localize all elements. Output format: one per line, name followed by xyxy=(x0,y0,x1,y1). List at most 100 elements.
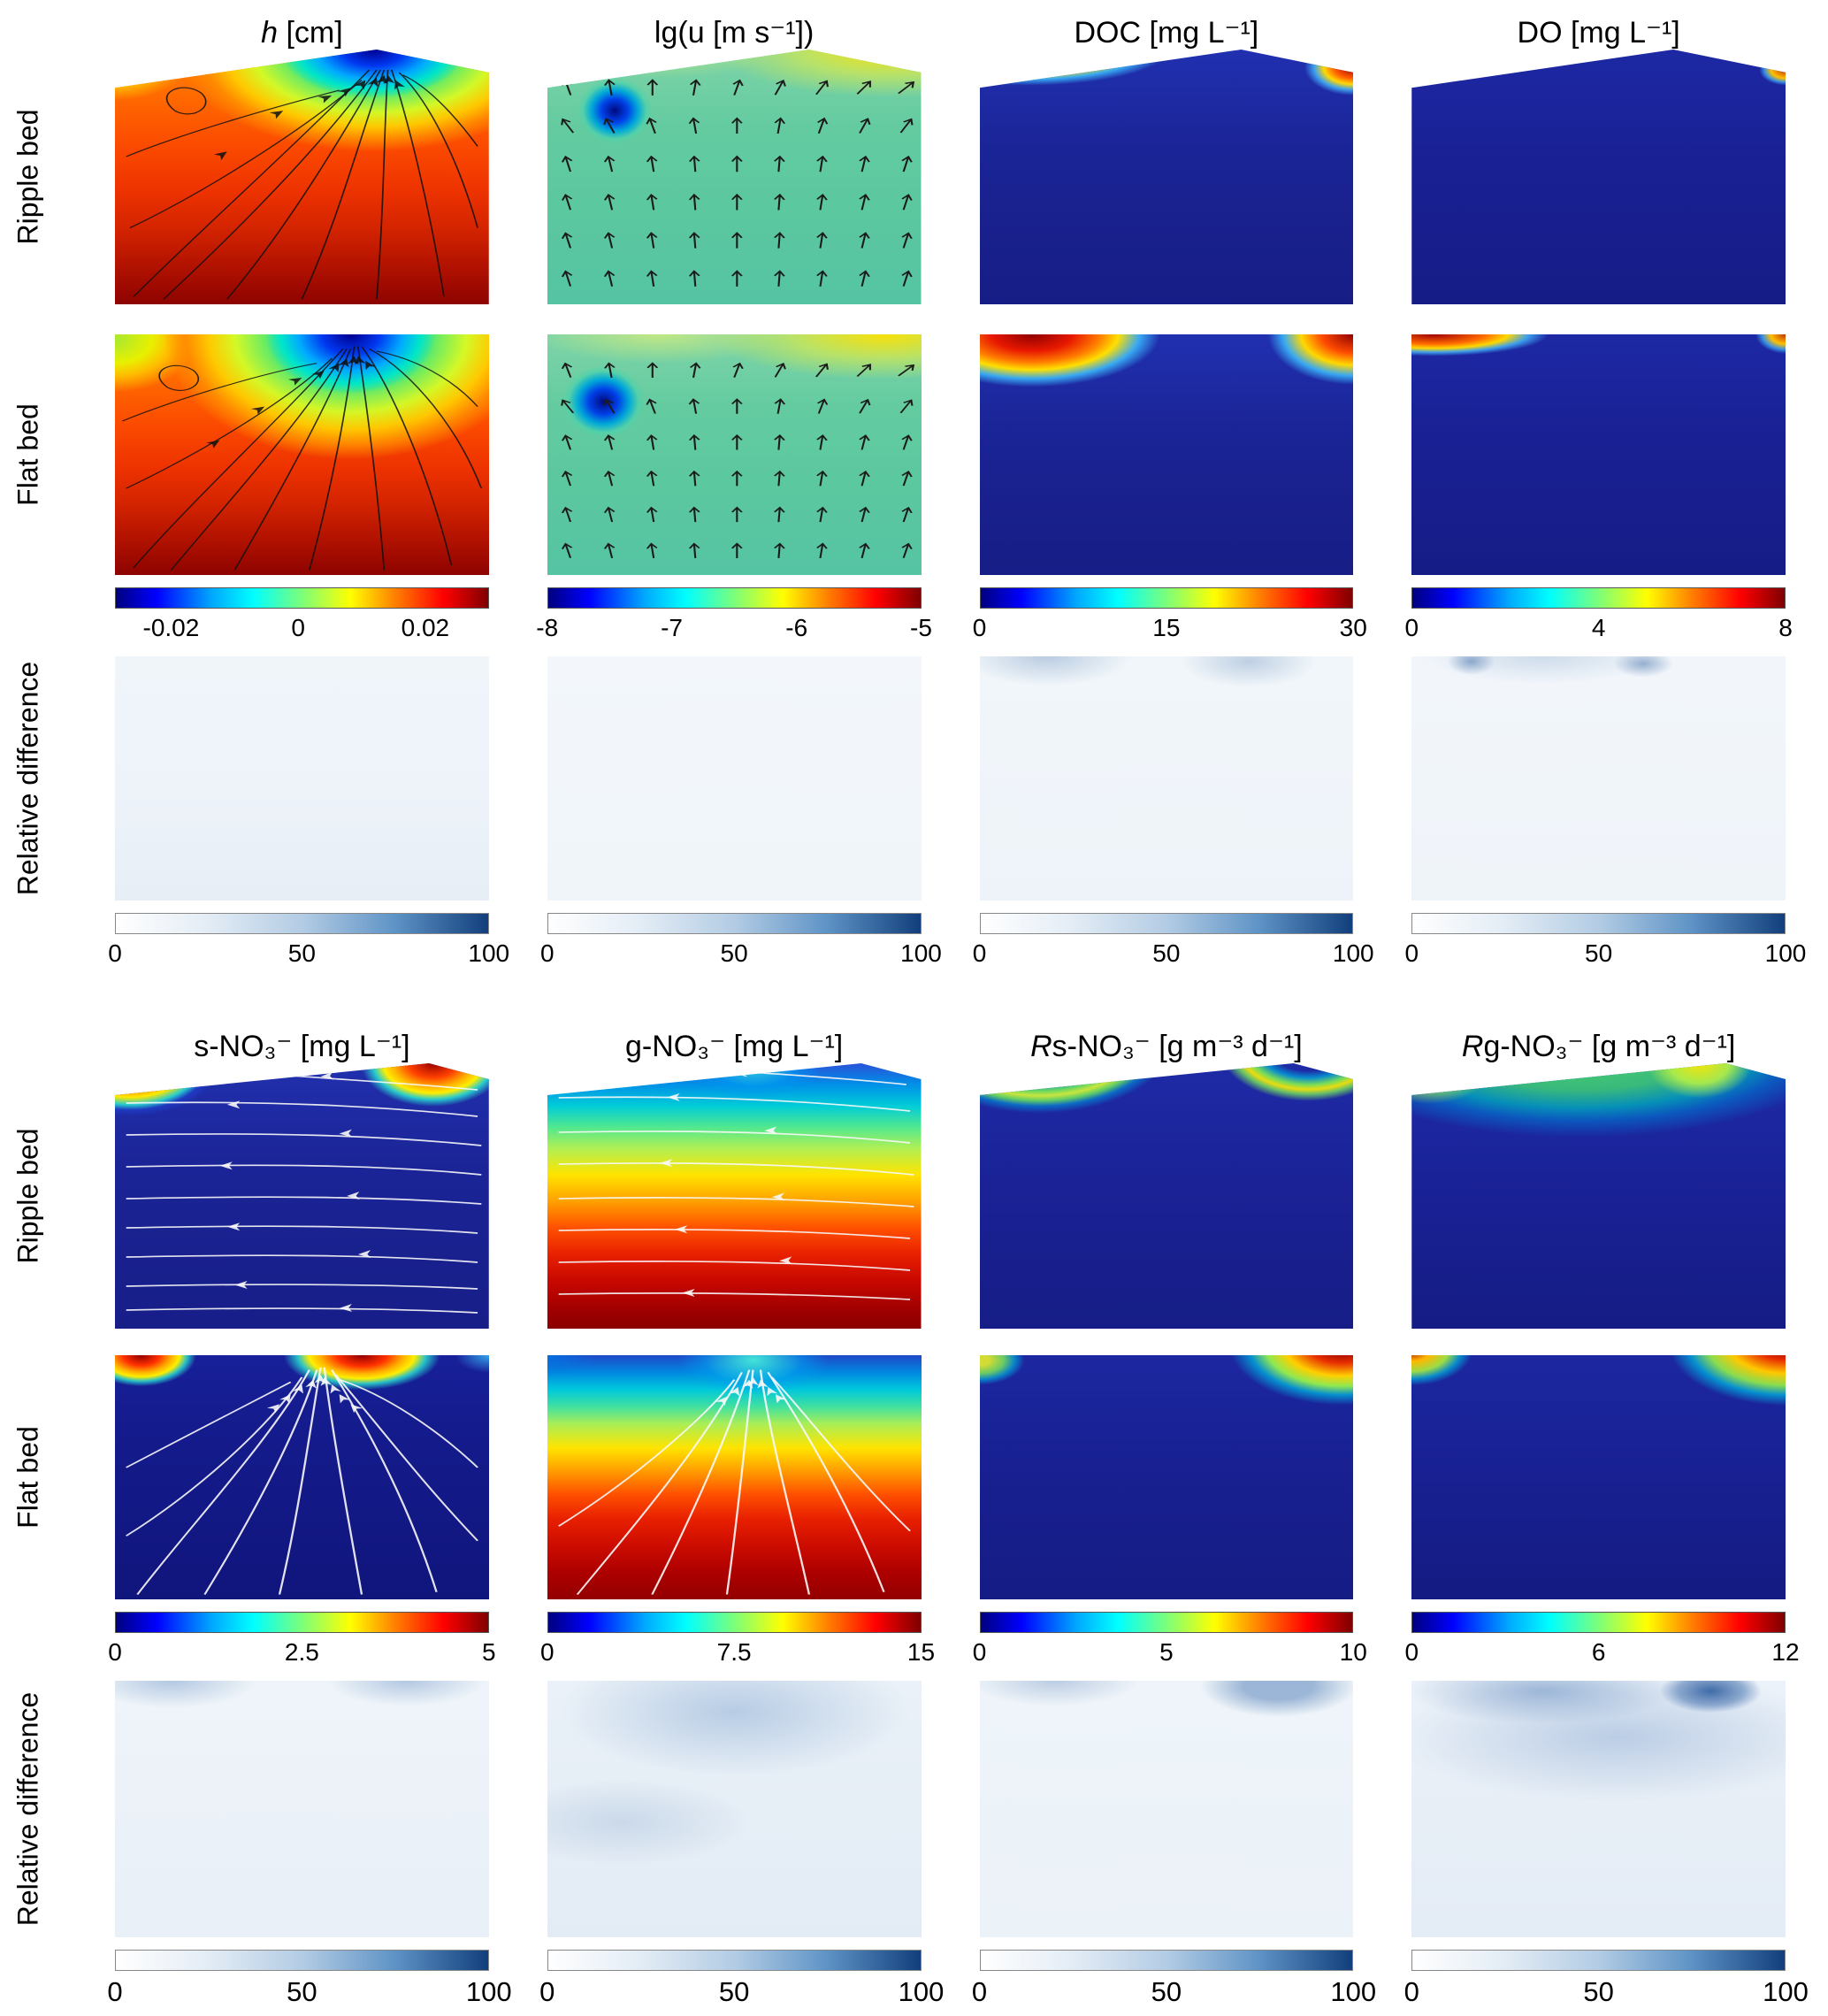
colorbar-ticks-h: -0.02 0 0.02 xyxy=(115,612,489,648)
streamlines-overlay xyxy=(122,346,483,571)
diff-colorbar-doc xyxy=(979,913,1354,934)
tick-label: 12 xyxy=(1771,1638,1800,1666)
tick-label: 100 xyxy=(1764,939,1807,967)
diffmap-gno3 xyxy=(547,1681,922,1937)
heatmap-lgu-flat-bed xyxy=(547,334,922,575)
tick-label: 50 xyxy=(287,939,316,967)
tick-label: 50 xyxy=(287,1976,317,2007)
colorbar-ticks-rsno3: 0 5 10 xyxy=(973,1637,1367,1672)
section-nitrate: s-NO₃⁻ [mg L⁻¹] g-NO₃⁻ [mg L⁻¹] Rs-NO₃⁻ … xyxy=(0,1008,1828,2010)
tick-label: -6 xyxy=(785,614,808,641)
heatmap-rsno3-flat-bed xyxy=(979,1355,1354,1599)
heatmap-rgno3-flat-bed xyxy=(1411,1355,1786,1599)
colorbar-doc xyxy=(979,587,1354,609)
tick-label: 0 xyxy=(1404,1976,1419,2007)
tick-label: 0 xyxy=(1404,614,1419,641)
tick-label: 0 xyxy=(539,1638,555,1666)
tick-label: 100 xyxy=(1332,939,1374,967)
tick-label: 100 xyxy=(900,939,942,967)
tick-label: 0 xyxy=(1404,1638,1419,1666)
tick-label: 50 xyxy=(1152,939,1181,967)
column-title-h: h [cm] xyxy=(115,15,489,50)
tick-label: 15 xyxy=(1152,614,1181,641)
heatmap-rsno3-ripple-bed xyxy=(979,1063,1354,1329)
title-text: DOC [mg L⁻¹] xyxy=(1074,15,1259,50)
diffmap-sno3 xyxy=(115,1681,489,1937)
diffmap-h xyxy=(115,656,489,901)
title-italic: R xyxy=(1461,1029,1484,1063)
tick-label: 7.5 xyxy=(716,1638,752,1666)
column-title-rsno3: Rs-NO₃⁻ [g m⁻³ d⁻¹] xyxy=(980,1029,1354,1063)
tick-label: 0 xyxy=(539,939,555,967)
colorbar-lgu xyxy=(547,587,922,609)
tick-label: -5 xyxy=(910,614,932,641)
tick-label: 4 xyxy=(1591,614,1606,641)
tick-label: -8 xyxy=(536,614,559,641)
diff-colorbar-ticks: 0 50 100 xyxy=(540,938,942,973)
diff-colorbar-lgu xyxy=(547,913,922,934)
diffmap-rsno3 xyxy=(979,1681,1354,1937)
diff-colorbar-ticks: 0 50 100 xyxy=(107,1974,511,2010)
heatmap-lgu-ripple-bed xyxy=(547,50,922,304)
tick-label: 6 xyxy=(1591,1638,1606,1666)
tick-label: 8 xyxy=(1778,614,1793,641)
streamlines-overlay xyxy=(557,1369,911,1595)
diff-colorbar-rsno3 xyxy=(979,1950,1354,1971)
tick-label: 0 xyxy=(291,614,305,641)
tick-label: 2.5 xyxy=(284,1638,319,1666)
tick-label: 50 xyxy=(718,1976,750,2007)
tick-label: 10 xyxy=(1339,1638,1367,1666)
diffmap-do xyxy=(1411,656,1786,901)
column-title-rgno3: Rg-NO₃⁻ [g m⁻³ d⁻¹] xyxy=(1411,1029,1786,1063)
title-text: lg(u [m s⁻¹]) xyxy=(654,15,815,50)
heatmap-sno3-ripple-bed xyxy=(115,1063,489,1329)
title-text: g-NO₃⁻ [g m⁻³ d⁻¹] xyxy=(1483,1029,1736,1063)
tick-label: 0.02 xyxy=(401,614,450,641)
colorbar-ticks-do: 0 4 8 xyxy=(1404,612,1792,648)
heatmap-sno3-flat-bed xyxy=(115,1355,489,1599)
heatmap-do-flat-bed xyxy=(1411,334,1786,575)
streamlines-overlay xyxy=(126,69,478,300)
colorbar-ticks-lgu: -8 -7 -6 -5 xyxy=(536,612,932,648)
colorbar-sno3 xyxy=(115,1612,489,1633)
title-text: [cm] xyxy=(278,15,343,50)
tick-label: 0 xyxy=(972,1638,987,1666)
heatmap-h-flat-bed xyxy=(115,334,489,575)
section-flow-and-solutes: h [cm] lg(u [m s⁻¹]) DOC [mg L⁻¹] DO [mg… xyxy=(0,5,1828,973)
colorbar-rgno3 xyxy=(1411,1612,1786,1633)
streamlines-overlay xyxy=(558,1065,914,1300)
tick-label: 100 xyxy=(1763,1976,1809,2007)
tick-label: 5 xyxy=(1159,1638,1174,1666)
tick-label: 0 xyxy=(972,614,987,641)
column-title-do: DO [mg L⁻¹] xyxy=(1411,16,1786,50)
colorbar-ticks-rgno3: 0 6 12 xyxy=(1404,1637,1799,1672)
tick-label: 0 xyxy=(971,1976,988,2007)
heatmap-doc-flat-bed xyxy=(979,334,1354,575)
title-italic: R xyxy=(1030,1029,1052,1063)
tick-label: 50 xyxy=(720,939,748,967)
title-text: s-NO₃⁻ [g m⁻³ d⁻¹] xyxy=(1052,1029,1303,1063)
title-text: s-NO₃⁻ [mg L⁻¹] xyxy=(194,1029,410,1063)
column-title-gno3: g-NO₃⁻ [mg L⁻¹] xyxy=(547,1030,922,1063)
tick-label: 50 xyxy=(1151,1976,1182,2007)
tick-label: 50 xyxy=(1583,1976,1614,2007)
tick-label: 100 xyxy=(1330,1976,1377,2007)
diff-colorbar-rgno3 xyxy=(1411,1950,1786,1971)
heatmap-gno3-flat-bed xyxy=(547,1355,922,1599)
streamlines-overlay xyxy=(125,1367,479,1595)
diff-colorbar-ticks: 0 50 100 xyxy=(972,1974,1376,2010)
tick-label: -7 xyxy=(661,614,683,641)
heatmap-rgno3-ripple-bed xyxy=(1411,1063,1786,1329)
diff-colorbar-ticks: 0 50 100 xyxy=(108,938,509,973)
streamlines-overlay xyxy=(126,1068,482,1314)
row-label-relative-difference: Relative difference xyxy=(11,661,44,896)
diff-colorbar-sno3 xyxy=(115,1950,489,1971)
diffmap-doc xyxy=(979,656,1354,901)
row-label-ripple-bed: Ripple bed xyxy=(11,1128,44,1264)
tick-label: 100 xyxy=(465,1976,512,2007)
heatmap-do-ripple-bed xyxy=(1411,50,1786,304)
column-title-doc: DOC [mg L⁻¹] xyxy=(980,15,1354,50)
tick-label: 30 xyxy=(1339,614,1367,641)
diff-colorbar-ticks: 0 50 100 xyxy=(1404,1974,1809,2010)
